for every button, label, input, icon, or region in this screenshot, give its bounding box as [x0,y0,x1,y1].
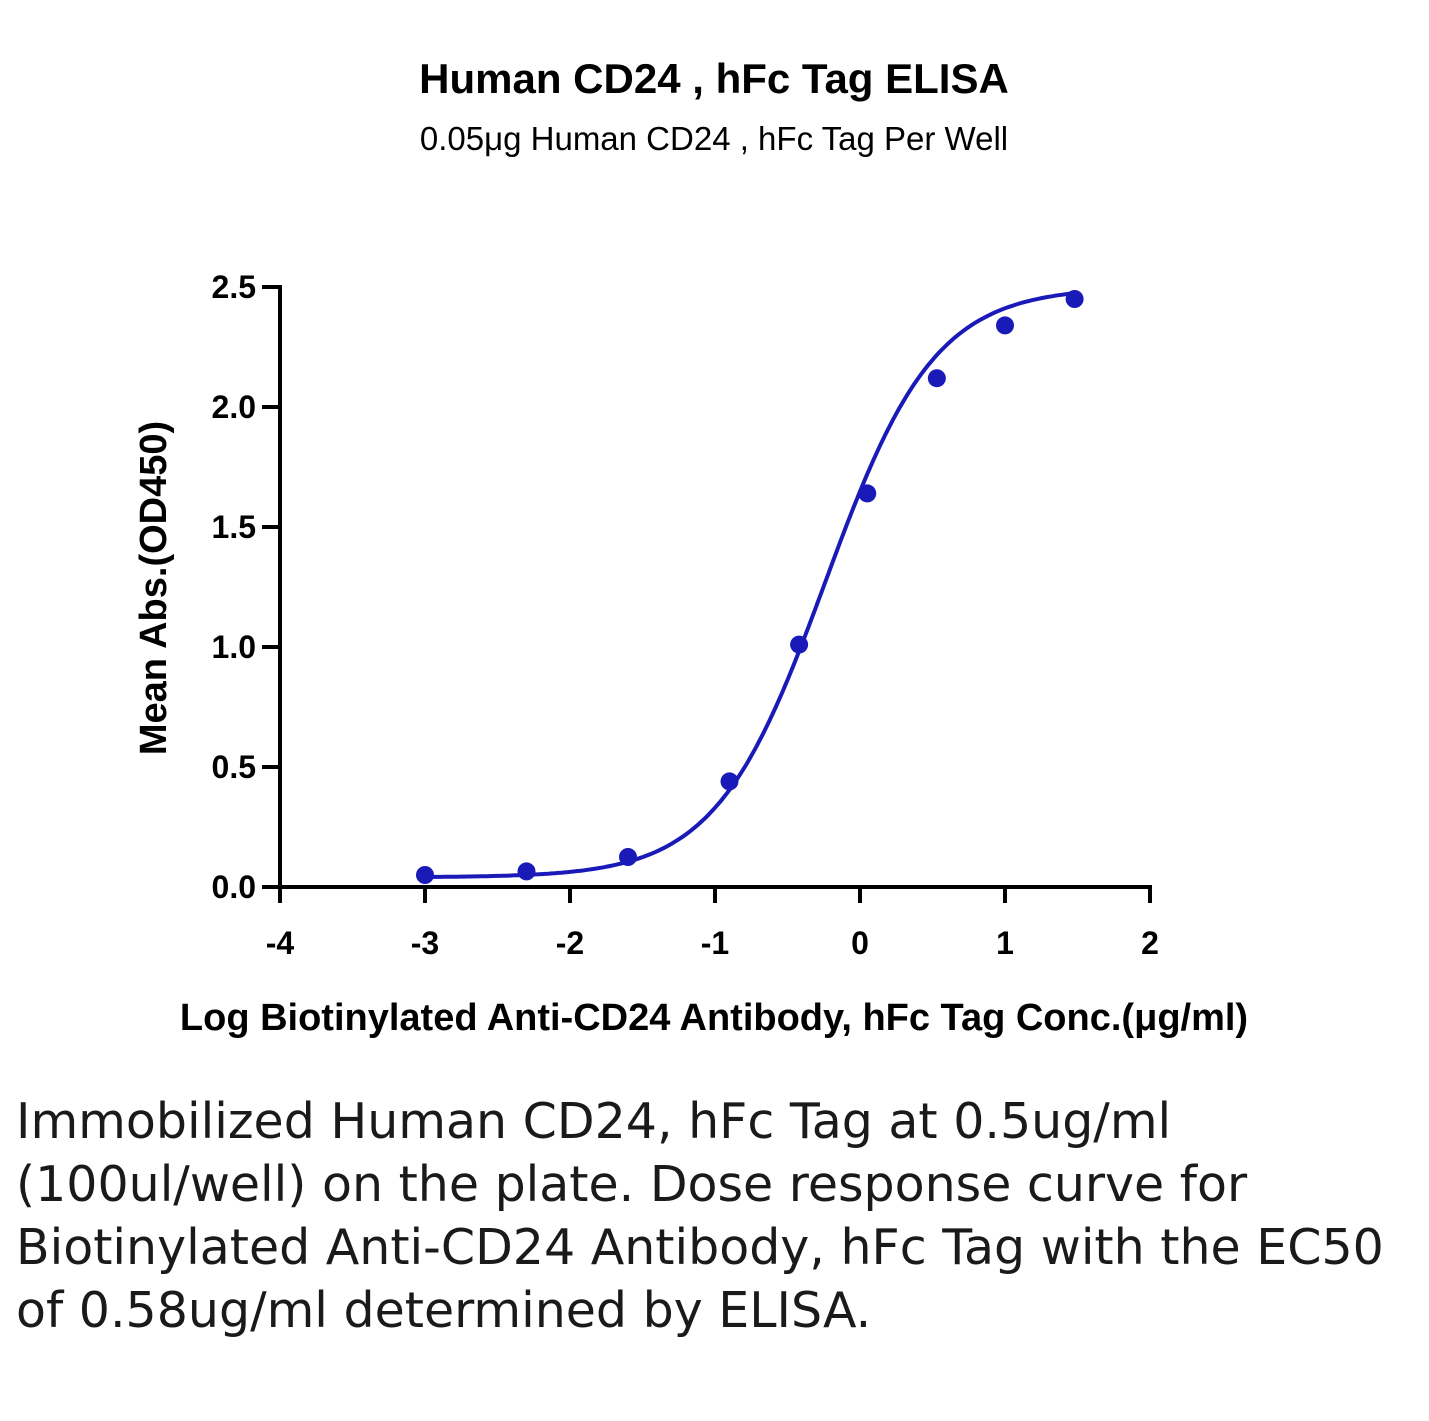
x-tick-label: 1 [996,925,1014,961]
x-axis-ticks: -4 -3 -2 -1 0 1 2 [266,887,1159,961]
data-point [858,484,877,503]
x-axis-label: Log Biotinylated Anti-CD24 Antibody, hFc… [180,997,1248,1039]
x-tick-label: -2 [556,925,584,961]
data-points [416,290,1084,884]
axes [278,285,1152,889]
x-tick-label: 2 [1141,925,1159,961]
fit-curve [425,291,1075,879]
data-point [1065,290,1084,308]
figure-caption: Immobilized Human CD24, hFc Tag at 0.5ug… [16,1093,1384,1339]
y-axis-label: Mean Abs.(OD450) [133,421,175,755]
data-point [416,866,434,884]
data-point [517,862,536,881]
data-point [619,848,637,866]
x-tick-label: -4 [266,925,295,961]
x-tick-label: -1 [701,925,729,961]
data-point [720,772,739,791]
y-tick-label: 0.5 [212,749,256,785]
y-axis-ticks: 0.0 0.5 1.0 1.5 2.0 2.5 [212,269,280,905]
data-point [996,316,1014,335]
elisa-chart: Human CD24 , hFc Tag ELISA 0.05μg Human … [133,55,1248,1039]
x-tick-label: -3 [411,925,439,961]
data-point [790,635,809,654]
x-tick-label: 0 [851,925,869,961]
y-tick-label: 1.5 [212,509,256,545]
chart-subtitle: 0.05μg Human CD24 , hFc Tag Per Well [420,120,1008,157]
y-tick-label: 1.0 [212,629,256,665]
data-point [927,369,946,388]
y-tick-label: 2.0 [212,389,256,425]
chart-title: Human CD24 , hFc Tag ELISA [419,55,1009,102]
y-tick-label: 0.0 [212,869,256,905]
y-tick-label: 2.5 [212,269,256,305]
